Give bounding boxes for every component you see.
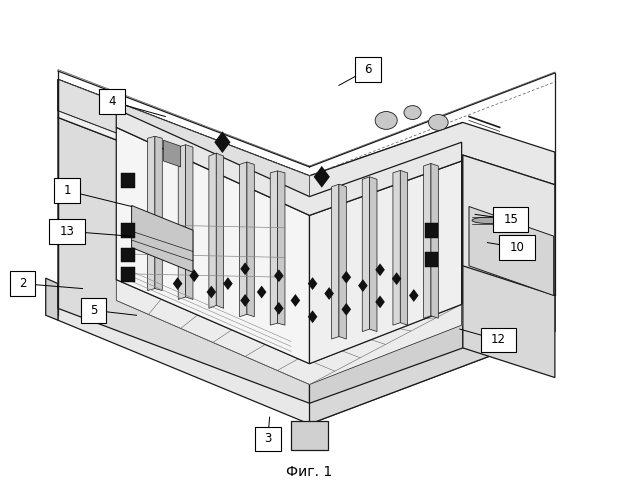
Text: 1: 1 <box>63 184 71 197</box>
Polygon shape <box>240 162 247 317</box>
Polygon shape <box>409 289 418 302</box>
Polygon shape <box>314 166 330 188</box>
Polygon shape <box>46 278 58 320</box>
Polygon shape <box>310 296 555 424</box>
Polygon shape <box>240 262 250 275</box>
Polygon shape <box>163 140 181 167</box>
Polygon shape <box>155 136 162 290</box>
Polygon shape <box>332 184 339 339</box>
FancyBboxPatch shape <box>80 298 106 322</box>
Polygon shape <box>116 109 462 216</box>
Polygon shape <box>58 284 555 424</box>
Polygon shape <box>189 270 199 282</box>
Polygon shape <box>308 310 318 323</box>
Polygon shape <box>342 271 351 283</box>
Polygon shape <box>121 268 135 282</box>
FancyBboxPatch shape <box>99 90 125 114</box>
Polygon shape <box>274 302 284 315</box>
Polygon shape <box>121 223 135 238</box>
Polygon shape <box>339 184 346 339</box>
Polygon shape <box>362 177 370 332</box>
Polygon shape <box>463 155 555 296</box>
Polygon shape <box>173 277 183 290</box>
Polygon shape <box>186 144 193 300</box>
FancyBboxPatch shape <box>9 272 35 296</box>
Polygon shape <box>393 170 400 325</box>
Polygon shape <box>469 206 553 296</box>
FancyBboxPatch shape <box>480 328 516 352</box>
Circle shape <box>428 114 448 130</box>
Polygon shape <box>370 177 377 332</box>
Polygon shape <box>310 161 463 404</box>
Polygon shape <box>147 136 155 290</box>
Text: Фиг. 1: Фиг. 1 <box>287 464 332 478</box>
Polygon shape <box>58 80 555 206</box>
Text: 5: 5 <box>90 304 97 317</box>
Polygon shape <box>342 303 351 316</box>
Polygon shape <box>132 206 193 272</box>
Text: 6: 6 <box>364 63 371 76</box>
Polygon shape <box>431 164 438 318</box>
Polygon shape <box>178 144 186 300</box>
FancyBboxPatch shape <box>499 235 535 260</box>
Polygon shape <box>324 287 334 300</box>
Polygon shape <box>121 248 135 262</box>
Polygon shape <box>223 277 233 290</box>
Polygon shape <box>400 170 408 325</box>
Text: 3: 3 <box>264 432 272 446</box>
Polygon shape <box>58 280 82 308</box>
Polygon shape <box>207 286 216 298</box>
FancyBboxPatch shape <box>54 178 80 203</box>
Polygon shape <box>209 153 216 308</box>
Polygon shape <box>116 128 310 364</box>
Polygon shape <box>121 174 135 188</box>
Polygon shape <box>277 171 285 325</box>
Polygon shape <box>240 294 250 307</box>
Text: 2: 2 <box>19 277 26 290</box>
Polygon shape <box>290 294 300 307</box>
Text: 4: 4 <box>108 95 116 108</box>
Polygon shape <box>58 118 310 404</box>
FancyBboxPatch shape <box>50 219 85 244</box>
Text: 13: 13 <box>60 224 75 237</box>
FancyBboxPatch shape <box>255 426 280 451</box>
Polygon shape <box>58 80 463 214</box>
Polygon shape <box>247 162 254 317</box>
Polygon shape <box>375 264 385 276</box>
Polygon shape <box>82 280 527 400</box>
Polygon shape <box>116 280 462 384</box>
Circle shape <box>375 112 397 130</box>
FancyBboxPatch shape <box>493 207 529 232</box>
Ellipse shape <box>472 217 509 224</box>
Polygon shape <box>214 132 230 153</box>
Polygon shape <box>310 161 462 364</box>
FancyBboxPatch shape <box>355 57 381 82</box>
Polygon shape <box>463 155 555 378</box>
Polygon shape <box>423 164 431 318</box>
Circle shape <box>404 106 421 120</box>
Polygon shape <box>425 252 438 268</box>
Polygon shape <box>375 296 385 308</box>
Polygon shape <box>216 153 223 308</box>
Polygon shape <box>257 286 266 298</box>
Polygon shape <box>58 80 310 206</box>
Text: 10: 10 <box>509 241 524 254</box>
Polygon shape <box>291 420 328 450</box>
Text: 12: 12 <box>491 334 506 346</box>
Polygon shape <box>271 171 277 325</box>
Polygon shape <box>310 288 527 400</box>
Polygon shape <box>358 279 368 292</box>
Polygon shape <box>274 270 284 282</box>
Polygon shape <box>425 223 438 238</box>
Polygon shape <box>392 272 401 285</box>
Polygon shape <box>308 277 318 290</box>
Text: 15: 15 <box>503 213 518 226</box>
